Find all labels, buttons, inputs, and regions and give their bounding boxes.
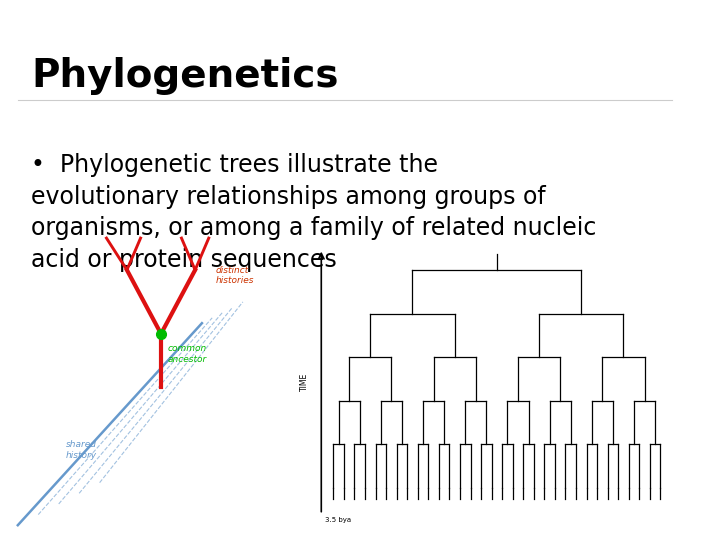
Text: •  Phylogenetic trees illustrate the
evolutionary relationships among groups of
: • Phylogenetic trees illustrate the evol… — [32, 153, 597, 272]
Text: common
ancestor: common ancestor — [168, 345, 207, 364]
Text: Phylogenetics: Phylogenetics — [32, 57, 339, 96]
Text: 3.5 bya: 3.5 bya — [325, 517, 351, 523]
Text: shared
history: shared history — [66, 440, 96, 460]
Text: distinct
histories: distinct histories — [215, 266, 254, 285]
Text: TIME: TIME — [300, 373, 309, 391]
